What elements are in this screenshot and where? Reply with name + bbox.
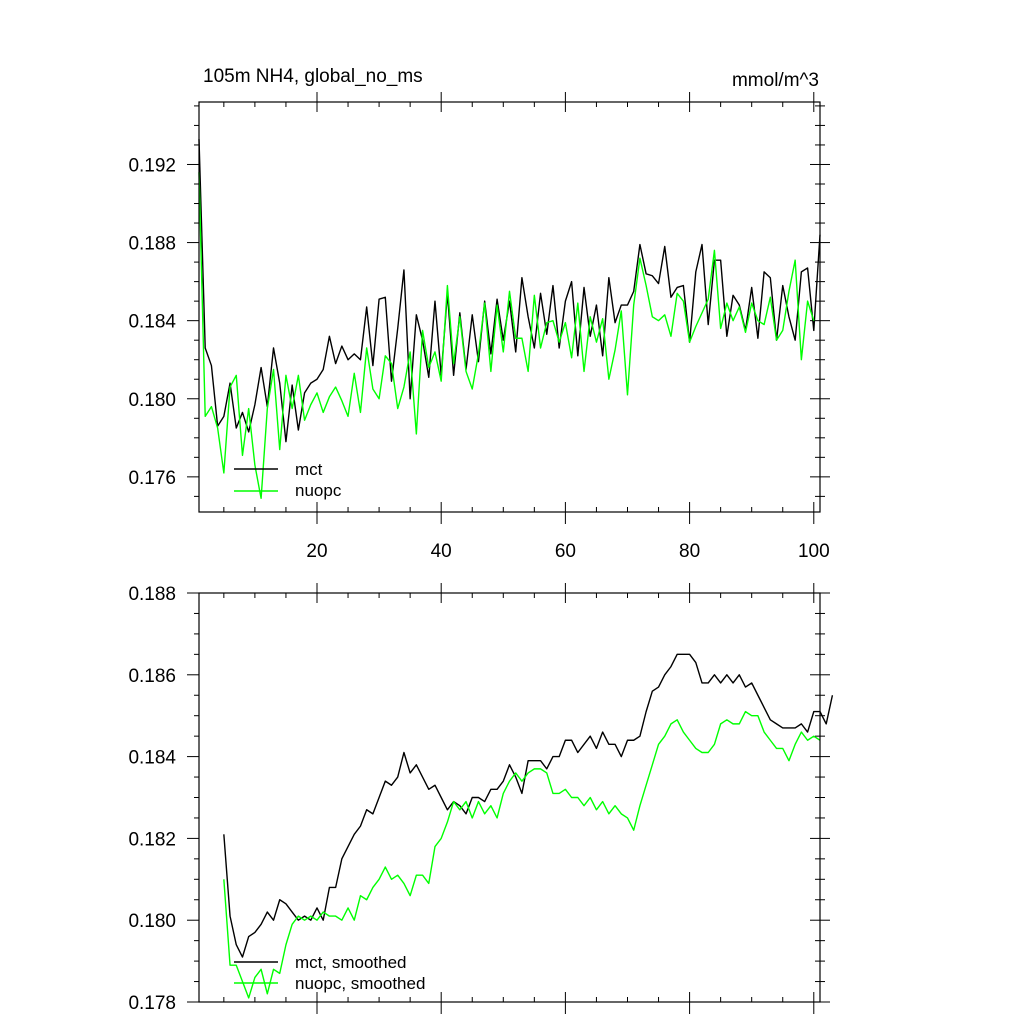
y-tick-label: 0.178 <box>128 993 176 1014</box>
top-panel-x-tick-labels: 20 40 60 80 100 <box>306 541 829 562</box>
top-panel-legend: mct nuopc <box>234 460 342 500</box>
legend-label-nuopc: nuopc <box>295 481 342 500</box>
y-tick-label: 0.188 <box>128 234 176 255</box>
top-panel-series-lines <box>198 139 821 500</box>
top-panel-y-tick-labels: 0.176 0.180 0.184 0.188 0.192 <box>128 155 176 488</box>
y-tick-label: 0.186 <box>128 666 176 687</box>
legend-label-nuopc-smoothed: nuopc, smoothed <box>295 974 425 993</box>
y-tick-label: 0.184 <box>128 312 176 333</box>
x-tick-label: 80 <box>679 541 700 562</box>
top-panel: 105m NH4, global_no_ms mmol/m^3 0.1760.1… <box>128 66 830 562</box>
bottom-panel-frame <box>198 592 821 1003</box>
chart-title: 105m NH4, global_no_ms <box>203 66 423 87</box>
series-line-nuopc <box>198 172 815 500</box>
x-tick-label: 60 <box>555 541 576 562</box>
y-tick-label: 0.192 <box>128 155 176 176</box>
y-tick-label: 0.182 <box>128 829 176 850</box>
bottom-panel: 0.178 0.180 0.182 0.184 0.186 0.188 mct, smoo… <box>128 583 834 1014</box>
top-panel-frame <box>198 101 821 513</box>
bottom-panel-legend: mct, smoothed nuopc, smoothed <box>234 953 425 993</box>
y-tick-label: 0.180 <box>128 911 176 932</box>
series-line-nuopc-smoothed <box>223 710 821 999</box>
x-tick-label: 40 <box>431 541 452 562</box>
bottom-panel-ticks <box>187 583 830 1014</box>
x-tick-label: 20 <box>306 541 327 562</box>
x-tick-label: 100 <box>798 541 830 562</box>
legend-label-mct: mct <box>295 460 323 479</box>
y-tick-label: 0.176 <box>128 468 176 489</box>
y-tick-label: 0.188 <box>128 584 176 605</box>
bottom-panel-series-lines <box>223 653 834 999</box>
series-line-mct <box>198 139 821 443</box>
units-label: mmol/m^3 <box>732 70 819 91</box>
top-panel-ticks <box>187 92 830 524</box>
y-tick-label: 0.180 <box>128 390 176 411</box>
series-line-mct-smoothed <box>223 653 834 958</box>
y-tick-label: 0.184 <box>128 748 176 769</box>
bottom-panel-y-tick-labels: 0.178 0.180 0.182 0.184 0.186 0.188 <box>128 584 176 1014</box>
legend-label-mct-smoothed: mct, smoothed <box>295 953 407 972</box>
